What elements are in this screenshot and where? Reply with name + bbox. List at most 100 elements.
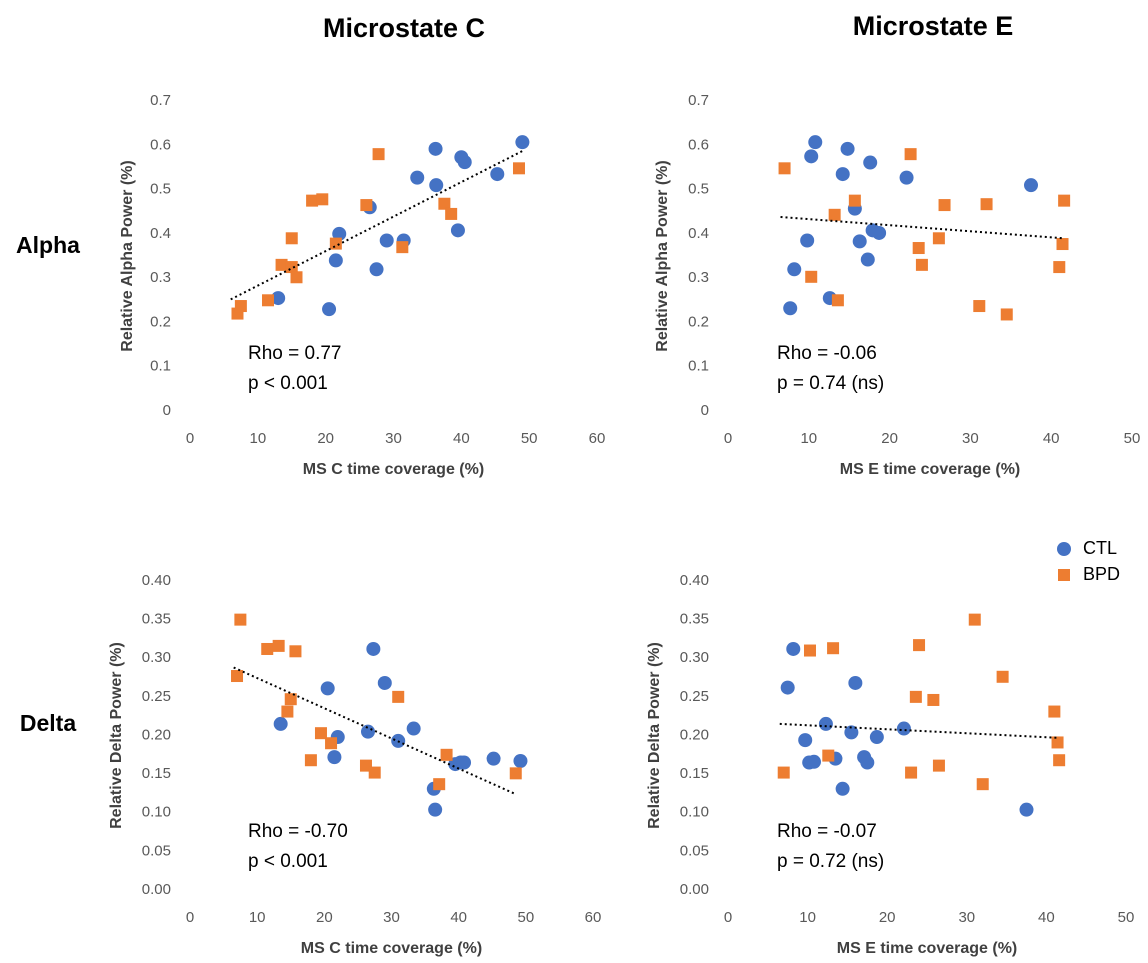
- series: [271, 135, 530, 317]
- column-title: Microstate C: [323, 13, 485, 43]
- point: [872, 225, 887, 240]
- point: [234, 300, 247, 313]
- point: [905, 766, 918, 779]
- trendline: [230, 150, 523, 301]
- series: [780, 641, 1034, 817]
- point: [899, 170, 914, 185]
- point: [440, 748, 453, 761]
- y-tick-label: 0.4: [688, 225, 709, 242]
- point: [368, 766, 381, 779]
- annotation: p < 0.001: [248, 851, 328, 872]
- point: [835, 167, 850, 182]
- x-tick-label: 10: [799, 909, 816, 926]
- point: [806, 754, 821, 769]
- y-tick-label: 0.00: [142, 881, 171, 898]
- x-axis-title: MS E time coverage (%): [840, 461, 1021, 478]
- point: [1000, 308, 1013, 321]
- point: [1048, 705, 1061, 718]
- point: [835, 781, 850, 796]
- x-axis-title: MS C time coverage (%): [301, 940, 482, 957]
- point: [360, 199, 373, 212]
- point: [512, 162, 525, 175]
- x-tick-label: 50: [1124, 430, 1141, 447]
- point: [1051, 736, 1064, 749]
- point: [457, 755, 472, 770]
- point: [396, 241, 409, 254]
- x-tick-label: 0: [186, 909, 194, 926]
- point: [428, 802, 443, 817]
- x-tick-label: 10: [249, 909, 266, 926]
- point: [996, 670, 1009, 683]
- legend-marker: [1057, 542, 1071, 556]
- x-tick-label: 20: [317, 430, 334, 447]
- point: [515, 135, 530, 150]
- point: [863, 155, 878, 170]
- point: [780, 680, 795, 695]
- y-axis-title: Relative Alpha Power (%): [654, 160, 671, 351]
- point: [798, 733, 813, 748]
- trendline: [779, 722, 1059, 739]
- scatter-chart: 0.00 0.05 0.10 0.15 0.20 0.25 0.30 0.35 0.40 0 10 2…: [646, 538, 1134, 957]
- point: [438, 197, 451, 210]
- point: [852, 234, 867, 249]
- point: [904, 148, 917, 161]
- y-axis-title: Relative Delta Power (%): [108, 642, 125, 829]
- point: [869, 730, 884, 745]
- x-tick-label: 0: [186, 430, 194, 447]
- point: [840, 141, 855, 156]
- point: [1056, 238, 1069, 251]
- point: [805, 270, 818, 283]
- point: [275, 258, 288, 271]
- point: [915, 258, 928, 271]
- annotation: Rho = 0.77: [248, 343, 342, 364]
- point: [787, 262, 802, 277]
- point: [328, 253, 343, 268]
- y-tick-label: 0: [163, 402, 171, 419]
- point: [285, 232, 298, 245]
- point: [429, 178, 444, 193]
- annotation: Rho = -0.07: [777, 821, 877, 842]
- point: [1019, 802, 1034, 817]
- legend-label: CTL: [1083, 538, 1117, 558]
- series: [777, 613, 1066, 791]
- annotation: Rho = -0.06: [777, 343, 877, 364]
- point: [827, 642, 840, 655]
- point: [909, 690, 922, 703]
- x-tick-label: 40: [1038, 909, 1055, 926]
- point: [509, 767, 522, 780]
- trendline: [780, 216, 1064, 240]
- legend-label: BPD: [1083, 564, 1120, 584]
- y-tick-label: 0.2: [688, 313, 709, 330]
- column-title: Microstate E: [853, 11, 1014, 41]
- point: [377, 675, 392, 690]
- point: [445, 207, 458, 220]
- annotation: p = 0.72 (ns): [777, 851, 884, 872]
- y-axis-title: Relative Alpha Power (%): [119, 160, 136, 351]
- y-tick-label: 0.15: [680, 765, 709, 782]
- y-tick-label: 0.40: [680, 572, 709, 589]
- point: [360, 724, 375, 739]
- point: [828, 208, 841, 221]
- y-tick-label: 0.1: [150, 358, 171, 375]
- point: [284, 693, 297, 706]
- point: [369, 262, 384, 277]
- y-tick-label: 0.4: [150, 225, 171, 242]
- scatter-chart: 0 0.1 0.2 0.3 0.4 0.5 0.6 0.7 0 10 20 30 40 50 MS E ti…: [654, 92, 1140, 478]
- point: [428, 141, 443, 156]
- x-tick-label: 40: [450, 909, 467, 926]
- y-tick-label: 0: [701, 402, 709, 419]
- y-tick-label: 0.10: [680, 804, 709, 821]
- point: [927, 693, 940, 706]
- point: [234, 613, 247, 626]
- point: [272, 639, 285, 652]
- y-tick-label: 0.20: [142, 726, 171, 743]
- y-axis-title: Relative Delta Power (%): [646, 642, 663, 829]
- y-tick-label: 0.6: [688, 136, 709, 153]
- y-tick-label: 0.30: [680, 649, 709, 666]
- series: [273, 641, 528, 817]
- point: [450, 223, 465, 238]
- y-tick-label: 0.1: [688, 358, 709, 375]
- point: [803, 644, 816, 657]
- point: [800, 233, 815, 248]
- scatter-chart: 0.00 0.05 0.10 0.15 0.20 0.25 0.30 0.35 0.40 0 10 2…: [108, 572, 601, 957]
